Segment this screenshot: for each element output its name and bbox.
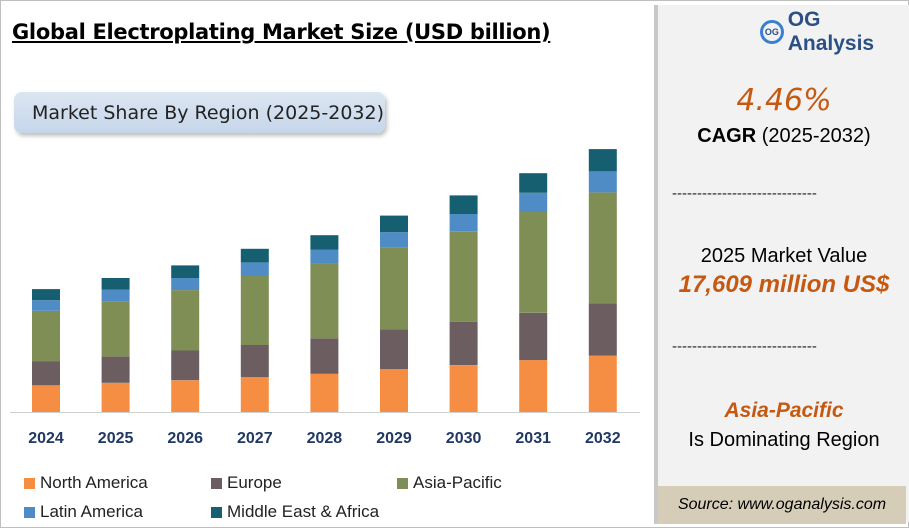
market-value-label: 2025 Market Value [700,245,868,267]
bar-segment-middle-east-africa-2024 [32,289,60,301]
chart-title: Global Electroplating Market Size (USD b… [12,20,551,44]
bar-segment-middle-east-africa-2026 [171,265,200,278]
bar-segment-latin-america-2030 [449,214,478,232]
bar-segment-asia-pacific-2025 [101,301,130,357]
bar-segment-middle-east-africa-2025 [101,278,130,290]
summary-panel: OG OG Analysis 4.46% CAGR (2025-2032) --… [654,5,909,522]
x-tick-label: 2026 [167,430,203,447]
x-tick-label: 2025 [98,430,134,447]
bar-segment-north-america-2031 [519,360,548,412]
bar-segment-middle-east-africa-2029 [380,215,408,233]
legend-label-europe: Europe [227,473,282,492]
bar-segment-asia-pacific-2031 [519,212,548,313]
bar-segment-europe-2032 [588,303,617,356]
legend-item-latin-america: Latin America [24,502,143,522]
bar-segment-europe-2028 [310,338,339,374]
legend-swatch-middle-east-africa [211,506,222,518]
bar-segment-asia-pacific-2032 [588,192,617,304]
cagr-value: 4.46% [736,83,832,118]
bar-segment-middle-east-africa-2031 [519,173,548,193]
og-logo-icon: OG [760,20,784,44]
bar-segment-asia-pacific-2029 [380,247,408,330]
brand-logo: OG OG Analysis [760,8,909,56]
bar-segment-asia-pacific-2030 [449,231,478,322]
legend-label-north-america: North America [40,473,148,492]
legend-label-latin-america: Latin America [40,502,143,521]
bar-segment-latin-america-2031 [519,192,548,212]
bar-segment-europe-2024 [32,361,60,386]
bar-segment-europe-2030 [449,321,478,366]
bar-segment-asia-pacific-2027 [240,275,269,345]
legend-swatch-latin-america [24,506,35,518]
bar-segment-europe-2025 [101,356,130,383]
bar-segment-middle-east-africa-2028 [310,235,339,250]
legend-swatch-north-america [24,477,35,489]
legend-item-middle-east-africa: Middle East & Africa [211,502,379,522]
bar-segment-north-america-2029 [380,369,408,412]
bar-segment-middle-east-africa-2032 [588,149,617,172]
legend-label-middle-east-africa: Middle East & Africa [227,502,380,521]
bar-segment-asia-pacific-2026 [171,290,200,351]
bar-segment-latin-america-2027 [240,262,269,276]
x-tick-label: 2024 [28,430,64,447]
bar-segment-europe-2031 [519,312,548,361]
bar-segment-north-america-2032 [588,355,617,412]
bar-segment-north-america-2024 [32,385,60,412]
source-footer: Source: www.oganalysis.com [654,486,906,524]
chart-subtitle: Market Share By Region (2025-2032) [14,92,385,133]
market-value: 17,609 million US$ [678,271,890,298]
bar-segment-latin-america-2024 [32,300,60,311]
x-tick-label: 2027 [237,430,273,447]
bar-segment-latin-america-2026 [171,278,200,291]
divider-bottom: ----------------------------- [672,338,817,355]
bar-segment-latin-america-2029 [380,232,408,248]
bar-segment-north-america-2030 [449,365,478,412]
legend-swatch-europe [211,477,222,489]
bar-segment-north-america-2026 [171,380,200,412]
x-tick-label: 2029 [376,430,412,447]
dominating-region: Asia-Pacific [724,399,844,422]
legend-swatch-asia-pacific [397,477,408,489]
bar-segment-europe-2027 [240,345,269,378]
bar-segment-europe-2029 [380,329,408,370]
legend-item-north-america: North America [24,473,148,493]
cagr-period: (2025-2032) [761,125,871,147]
x-tick-label: 2030 [446,430,482,447]
x-tick-label: 2031 [515,430,551,447]
dominating-region-label: Is Dominating Region [688,429,880,451]
bar-segment-latin-america-2032 [588,171,617,193]
bar-segment-middle-east-africa-2027 [240,248,269,263]
legend-item-asia-pacific: Asia-Pacific [397,473,502,493]
x-tick-label: 2032 [585,430,621,447]
brand-name: OG Analysis [787,8,875,55]
legend-item-europe: Europe [211,473,282,493]
cagr-word: CAGR [697,125,757,147]
divider-top: ----------------------------- [672,185,817,202]
legend-label-asia-pacific: Asia-Pacific [413,473,502,492]
bar-segment-middle-east-africa-2030 [449,195,478,214]
bar-segment-latin-america-2025 [101,289,130,302]
bar-segment-europe-2026 [171,350,200,381]
bar-segment-north-america-2027 [240,377,269,412]
x-tick-label: 2028 [307,430,343,447]
stacked-bar-chart: 2024 2025 2026 2027 2028 2029 2030 2031 2032 [10,149,640,447]
cagr-label: CAGR (2025-2032) [658,125,909,148]
bar-segment-north-america-2025 [101,382,130,412]
bar-segment-asia-pacific-2024 [32,310,60,362]
bar-segment-latin-america-2028 [310,249,339,264]
bar-segment-north-america-2028 [310,373,339,412]
bar-segment-asia-pacific-2028 [310,263,339,339]
